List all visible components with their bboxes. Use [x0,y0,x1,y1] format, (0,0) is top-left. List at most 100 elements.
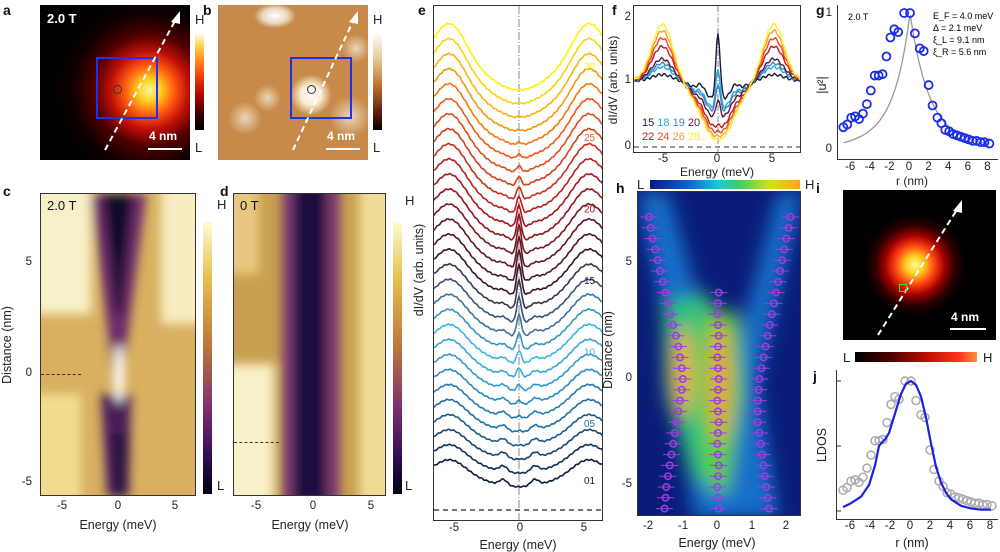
spectrum-curve-7 [434,368,602,406]
peak-point [778,256,787,265]
peak-point [759,461,768,470]
param-xi-left: ξ_L = 9.1 nm [933,35,985,45]
x-tick: -6 [844,520,856,532]
peak-point [713,439,722,448]
curve-label: 05 [584,419,596,430]
cbar-low: L [843,350,851,365]
x-tick: -5 [448,522,460,534]
data-point [942,488,952,498]
x-tick: 5 [768,153,776,165]
x-axis-label: Energy (meV) [79,518,157,532]
panel-label-g: g [816,2,825,18]
peak-point [763,331,772,340]
x-tick: 0 [713,520,721,532]
spectrum-curve-24 [434,112,602,173]
peak-point [784,223,793,232]
cbar-high: H [373,12,383,27]
y-tick: 1 [624,74,631,86]
y-axis-label: dI/dV (arb. units) [412,223,426,317]
linecut-arrow [292,11,358,151]
peak-point [677,385,686,394]
scale-bar-label: 4 nm [149,129,178,143]
spectrum-15 [634,33,800,100]
peak-point [666,310,675,319]
x-tick: 4 [946,520,954,532]
peak-point [714,331,723,340]
x-tick: 0 [713,153,721,165]
scale-bar [326,148,360,150]
peak-point [714,407,723,416]
spectrum-curve-2 [434,443,602,475]
cbar-low: L [405,478,413,493]
scale-bar [148,148,182,150]
peak-point [669,439,678,448]
peak-point [714,385,723,394]
peak-point [671,331,680,340]
x-tick: 1 [748,520,756,532]
peak-point [765,504,774,513]
x-tick: 0 [905,161,913,173]
peak-point [661,493,670,502]
data-point [866,450,876,460]
x-tick: 6 [964,161,971,173]
peak-point [648,234,657,243]
cbar-high: H [195,12,205,27]
spectrum-22 [634,44,800,129]
y-axis-label: LDOS [815,427,829,463]
data-point [929,464,939,475]
spectrum-curve-8 [434,352,602,392]
legend-entry: 20 [687,117,701,129]
peak-point [714,288,723,297]
colorbar [650,180,800,189]
curve-label: 25 [584,133,596,144]
scale-bar-label: 4 nm [951,310,980,324]
peak-point [754,385,763,394]
ldos-fit-curve [842,379,991,511]
peak-point [714,504,723,513]
spectrum-curve-21 [434,157,602,214]
spectrum-curve-5 [434,398,602,433]
data-point [918,46,929,56]
field-label: 2.0 T [848,12,869,22]
peak-point [714,299,723,308]
peak-point [674,342,683,351]
peak-point [714,450,723,459]
peak-point [780,245,789,254]
x-axis-label: Energy (meV) [679,165,755,179]
cbar-low: L [373,140,381,155]
panel-label-b: b [203,2,212,18]
peak-point [755,429,764,438]
x-tick: -5 [657,153,669,165]
peak-point [677,364,686,373]
peak-point [714,461,723,470]
spectrum-curve-19 [434,187,602,241]
peak-point [651,245,660,254]
data-point [911,395,921,406]
cbar-high: H [983,350,993,365]
spectrum-26 [634,28,800,138]
scale-bar [950,328,986,330]
data-point [865,85,876,96]
peak-point [713,482,722,491]
peak-point [765,321,774,330]
peak-point [753,418,762,427]
panel-label-f: f [612,2,617,18]
x-tick: 5 [580,522,588,534]
peak-point [713,310,722,319]
peak-point [660,504,669,513]
peak-point [670,429,679,438]
x-tick: -1 [677,520,689,532]
y-tick: 5 [25,256,32,268]
peak-point [713,353,722,362]
legend-entry: 18 [657,117,673,129]
x-axis-label: r (nm) [895,536,929,550]
cbar-low: L [195,140,203,155]
spectrum-curve-9 [434,337,602,379]
curve-label: 01 [584,476,596,487]
peak-point [714,472,723,481]
cbar-high: H [217,197,227,212]
data-point [984,138,995,149]
x-tick: 8 [986,520,994,532]
x-tick: 5 [171,500,179,512]
